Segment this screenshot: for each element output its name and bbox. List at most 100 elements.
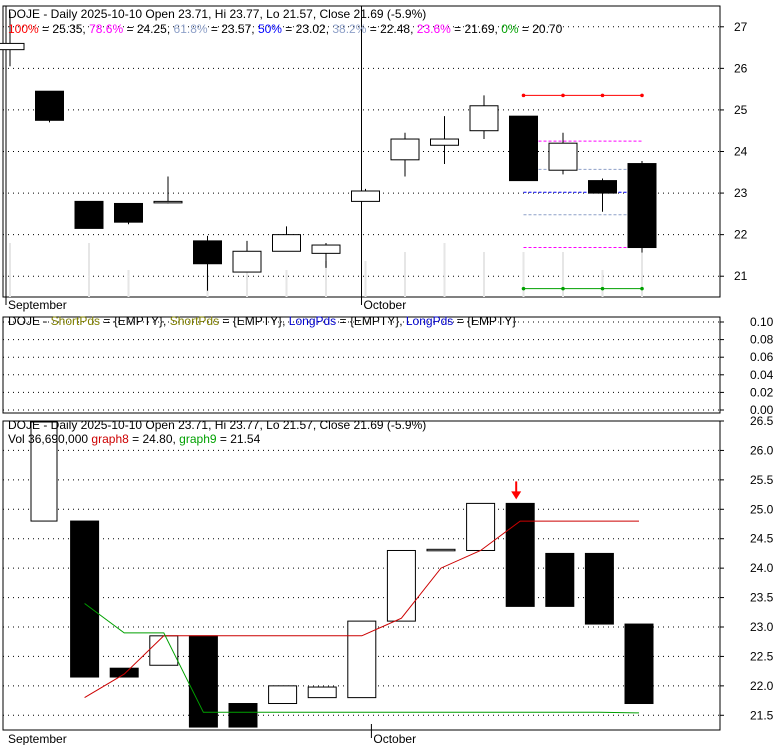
equivolume-box [426, 548, 456, 552]
fib-level-label: 78.6% [89, 22, 123, 36]
volume-ghost-bar [285, 270, 288, 297]
equivolume-tick-label: 25.0 [750, 502, 774, 516]
fib-equals: = [451, 22, 465, 36]
equivolume-subheader-part: = 21.54 [217, 432, 261, 446]
fib-level-value: 21.69 [465, 22, 495, 36]
equivolume-header: DOJE - Daily 2025-10-10 Open 23.71, Hi 2… [8, 418, 426, 432]
candle-body [74, 200, 104, 229]
price-header: DOJE - Daily 2025-10-10 Open 23.71, Hi 2… [8, 7, 426, 21]
fib-level-label: 50% [258, 22, 282, 36]
equivolume-tick-label: 24.5 [750, 532, 774, 546]
fib-separator: , [82, 22, 89, 36]
fib-level-label: 0% [501, 22, 519, 36]
equivolume-tick-label: 22.5 [750, 649, 774, 663]
equivolume-panel: 21.5 22.0 22.5 23.0 23.5 24.0 24.5 25.0 25.5 26.0… [2, 414, 774, 745]
price-gridlines [3, 6, 720, 305]
fib-marker [521, 93, 526, 98]
candle-body [232, 250, 262, 273]
candle-body [0, 42, 25, 51]
equivolume-box [347, 620, 377, 699]
volume-ghost-bar [443, 243, 446, 297]
fib-equals: = [123, 22, 137, 36]
volume-ghost-bar [127, 270, 130, 297]
fib-level-label: 100% [8, 22, 39, 36]
indicator-tick-label: 0.02 [750, 385, 774, 399]
equivolume-x-label: October [373, 732, 416, 745]
indicator-header-part: = {EMPTY} [453, 314, 516, 328]
indicator-header-part: = {EMPTY}, [100, 314, 170, 328]
equivolume-subheader-part: graph8 [91, 432, 129, 446]
equivolume-tick-label: 23.0 [750, 620, 774, 634]
equivolume-box [584, 552, 614, 625]
equivolume-box [545, 552, 575, 607]
candle-body [390, 138, 420, 161]
equivolume-tick-label: 24.0 [750, 561, 774, 575]
candle-body [627, 163, 657, 249]
fib-marker [521, 286, 526, 291]
indicator-y-axis: 0.10 0.08 0.06 0.04 0.02 0.00 [720, 315, 774, 417]
indicator-panel: 0.10 0.08 0.06 0.04 0.02 0.00 DOJE - ShortPds… [2, 314, 774, 417]
equivolume-tick-label: 21.5 [750, 708, 774, 722]
equivolume-box [188, 635, 218, 728]
indicator-header-part: ShortPds [170, 314, 219, 328]
fibonacci-lines [521, 93, 644, 291]
equivolume-boxes [30, 421, 654, 728]
price-panel: 21 22 23 24 25 26 27 September October DOJE - D… [0, 5, 748, 312]
fib-separator: , [495, 22, 502, 36]
fib-marker [600, 286, 605, 291]
fib-equals: = [208, 22, 222, 36]
price-x-axis: September October [8, 298, 406, 312]
equivolume-box [149, 635, 179, 666]
fib-separator: , [251, 22, 258, 36]
candle-body [272, 234, 301, 252]
indicator-header-part: ShortPds [51, 314, 100, 328]
equivolume-box [386, 549, 416, 622]
equivolume-tick-label: 26.5 [750, 414, 774, 428]
equivolume-tick-label: 26.0 [750, 443, 774, 457]
price-volume-ghost-bars [9, 243, 643, 297]
volume-ghost-bar [9, 243, 11, 297]
equivolume-y-axis: 21.5 22.0 22.5 23.0 23.5 24.0 24.5 25.0 25.5 26.0… [720, 414, 774, 722]
fib-separator: , [167, 22, 174, 36]
indicator-tick-label: 0.10 [750, 315, 774, 329]
equivolume-box [268, 685, 298, 705]
indicator-header-part: DOJE - [8, 314, 51, 328]
candle-body [35, 90, 64, 121]
fib-equals: = [366, 22, 380, 36]
indicator-header-part: = {EMPTY}, [336, 314, 406, 328]
price-tick-label: 27 [734, 20, 748, 34]
indicator-header-part: LongPds [289, 314, 336, 328]
equivolume-x-axis: September October [8, 732, 416, 745]
fib-level-value: 25.35 [52, 22, 82, 36]
fib-level-label: 61.8% [174, 22, 208, 36]
volume-ghost-bar [404, 252, 406, 297]
fib-level-value: 23.02 [296, 22, 326, 36]
fib-marker [600, 93, 605, 98]
fib-level-label: 23.6% [417, 22, 451, 36]
fib-separator: , [326, 22, 333, 36]
fib-level-value: 22.48 [380, 22, 410, 36]
indicator-tick-label: 0.06 [750, 350, 774, 364]
candle-body [469, 105, 499, 132]
volume-ghost-bar [562, 252, 564, 297]
fib-marker [640, 93, 644, 98]
volume-ghost-bar [88, 243, 90, 297]
indicator-panel-frame [2, 316, 721, 414]
equivolume-box [30, 421, 58, 522]
price-x-label: October [364, 298, 407, 312]
equivolume-box [307, 686, 337, 699]
indicator-tick-label: 0.00 [750, 403, 774, 417]
volume-ghost-bar [364, 261, 367, 297]
candle-body [588, 180, 617, 194]
price-tick-label: 23 [734, 186, 748, 200]
down-arrow-icon [511, 491, 522, 500]
price-tick-label: 25 [734, 103, 748, 117]
fib-level-label: 38.2% [332, 22, 366, 36]
volume-ghost-bar [522, 252, 525, 297]
equivolume-subheader-part: graph9 [179, 432, 217, 446]
fib-marker [561, 286, 565, 291]
fib-equals: = [519, 22, 533, 36]
candle-body [509, 115, 538, 182]
fibonacci-levels-text: 100% = 25.35, 78.6% = 24.25, 61.8% = 23.… [8, 22, 563, 36]
equivolume-subheader-part: Vol 36,690,000 [8, 432, 91, 446]
